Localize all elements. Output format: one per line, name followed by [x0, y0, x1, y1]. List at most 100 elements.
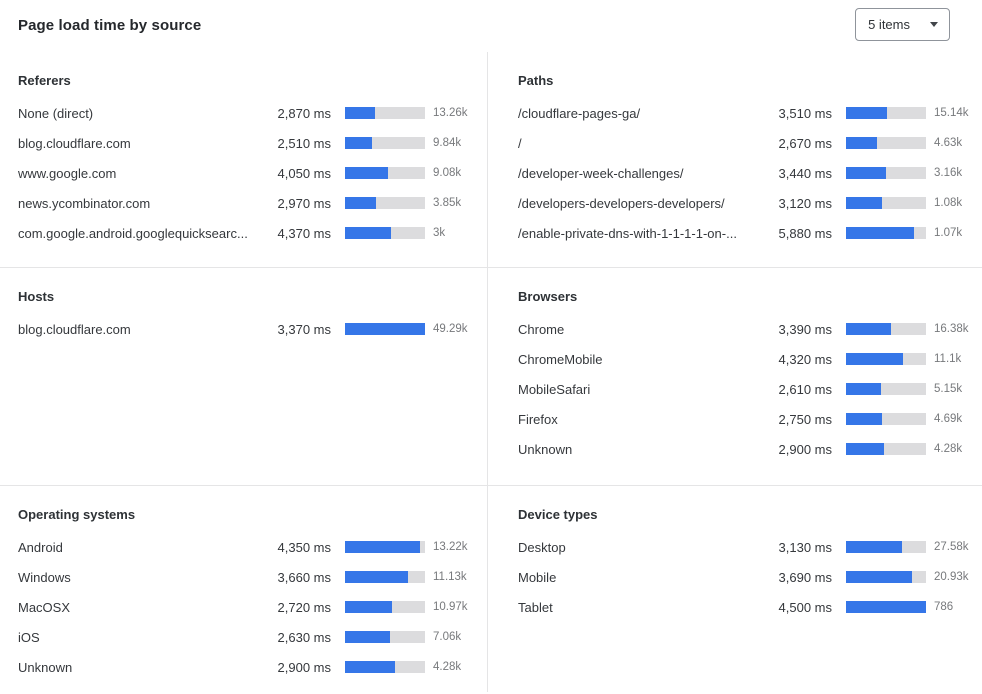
- row-label: Chrome: [518, 321, 565, 337]
- table-row[interactable]: news.ycombinator.com 2,970 ms 3.85k: [18, 188, 479, 218]
- row-ms-value: 3,120 ms: [778, 195, 832, 211]
- row-count: 3.85k: [433, 197, 462, 209]
- panel-referers: Referers None (direct) 2,870 ms 13.26k blog.…: [0, 52, 487, 267]
- bar-track: [345, 323, 425, 335]
- table-row[interactable]: Android 4,350 ms 13.22k: [18, 532, 479, 562]
- row-ms-value: 3,130 ms: [778, 539, 832, 555]
- bar-fill: [846, 227, 915, 239]
- table-row[interactable]: Mobile 3,690 ms 20.93k: [518, 562, 980, 592]
- row-ms-value: 2,900 ms: [778, 441, 832, 457]
- panel-hosts: Hosts blog.cloudflare.com 3,370 ms 49.29k: [0, 268, 487, 485]
- panel-band: Hosts blog.cloudflare.com 3,370 ms 49.29k Br…: [0, 267, 982, 485]
- row-label: www.google.com: [18, 165, 117, 181]
- row-label: news.ycombinator.com: [18, 195, 151, 211]
- bar-track: [345, 167, 425, 179]
- row-count: 4.28k: [934, 443, 963, 455]
- table-row[interactable]: ChromeMobile 4,320 ms 11.1k: [518, 344, 980, 374]
- table-row[interactable]: blog.cloudflare.com 2,510 ms 9.84k: [18, 128, 479, 158]
- table-row[interactable]: /cloudflare-pages-ga/3,510 ms 15.14k: [518, 98, 980, 128]
- row-label: Unknown: [18, 659, 73, 675]
- row-label: /cloudflare-pages-ga/: [518, 105, 641, 121]
- table-row[interactable]: Tablet 4,500 ms 786: [518, 592, 980, 622]
- widget-header: Page load time by source 5 items: [0, 0, 982, 52]
- table-row[interactable]: Desktop 3,130 ms 27.58k: [518, 532, 980, 562]
- row-count: 786: [934, 601, 954, 613]
- bar-fill: [345, 167, 388, 179]
- row-ms-value: 3,660 ms: [277, 569, 331, 585]
- bar-fill: [846, 137, 877, 149]
- table-row[interactable]: blog.cloudflare.com 3,370 ms 49.29k: [18, 314, 479, 344]
- row-ms-value: 3,440 ms: [778, 165, 832, 181]
- bar-track: [345, 601, 425, 613]
- table-row[interactable]: /developers-developers-developers/3,120 …: [518, 188, 980, 218]
- table-row[interactable]: Firefox 2,750 ms 4.69k: [518, 404, 980, 434]
- table-row[interactable]: www.google.com 4,050 ms 9.08k: [18, 158, 479, 188]
- bar-fill: [345, 227, 392, 239]
- bar-track: [846, 227, 926, 239]
- table-row[interactable]: Unknown 2,900 ms 4.28k: [518, 434, 980, 464]
- table-row[interactable]: None (direct) 2,870 ms 13.26k: [18, 98, 479, 128]
- row-count: 3.16k: [934, 167, 963, 179]
- page-title: Page load time by source: [18, 17, 202, 34]
- panel-title: Device types: [518, 507, 598, 522]
- row-count: 15.14k: [934, 107, 969, 119]
- row-ms-value: 4,050 ms: [277, 165, 331, 181]
- row-count: 3k: [433, 227, 446, 239]
- bar-track: [345, 227, 425, 239]
- table-row[interactable]: Windows 3,660 ms 11.13k: [18, 562, 479, 592]
- panel-operating-systems: Operating systems Android 4,350 ms 13.22k Wi…: [0, 486, 487, 692]
- row-ms-value: 4,350 ms: [277, 539, 331, 555]
- bar-fill: [345, 661, 395, 673]
- row-label: Android: [18, 539, 63, 555]
- bar-fill: [345, 197, 377, 209]
- table-row[interactable]: /enable-private-dns-with-1-1-1-1-on-... 5…: [518, 218, 980, 248]
- items-count-value: 5 items: [868, 17, 910, 32]
- row-count: 7.06k: [433, 631, 462, 643]
- bar-fill: [846, 107, 887, 119]
- bar-fill: [345, 571, 408, 583]
- row-ms-value: 3,390 ms: [778, 321, 832, 337]
- chevron-down-icon: [930, 22, 938, 27]
- table-row[interactable]: / 2,670 ms 4.63k: [518, 128, 980, 158]
- table-row[interactable]: Chrome 3,390 ms 16.38k: [518, 314, 980, 344]
- panel-title: Browsers: [518, 289, 578, 304]
- row-label: iOS: [18, 629, 40, 645]
- bar-fill: [846, 167, 886, 179]
- table-row[interactable]: MacOSX 2,720 ms 10.97k: [18, 592, 479, 622]
- table-row[interactable]: MobileSafari 2,610 ms 5.15k: [518, 374, 980, 404]
- bar-track: [345, 541, 425, 553]
- table-row[interactable]: Unknown 2,900 ms 4.28k: [18, 652, 479, 682]
- bar-fill: [345, 137, 372, 149]
- row-label: blog.cloudflare.com: [18, 135, 131, 151]
- bar-track: [345, 631, 425, 643]
- row-ms-value: 2,750 ms: [778, 411, 832, 427]
- items-count-dropdown[interactable]: 5 items: [855, 8, 950, 41]
- row-count: 16.38k: [934, 323, 969, 335]
- bar-track: [345, 571, 425, 583]
- bar-track: [846, 541, 926, 553]
- bar-fill: [846, 353, 904, 365]
- table-row[interactable]: com.google.android.googlequicksearc... 4,…: [18, 218, 479, 248]
- row-label: Unknown: [518, 441, 573, 457]
- bar-track: [345, 107, 425, 119]
- bar-fill: [345, 631, 391, 643]
- row-count: 4.69k: [934, 413, 963, 425]
- table-row[interactable]: iOS 2,630 ms 7.06k: [18, 622, 479, 652]
- row-label: /enable-private-dns-with-1-1-1-1-on-...: [518, 225, 737, 241]
- panels-grid: Referers None (direct) 2,870 ms 13.26k blog.…: [0, 52, 982, 692]
- row-label: /developer-week-challenges/: [518, 165, 684, 181]
- panel-title: Hosts: [18, 289, 55, 304]
- row-ms-value: 2,630 ms: [277, 629, 331, 645]
- row-label: com.google.android.googlequicksearc...: [18, 225, 248, 241]
- table-row[interactable]: /developer-week-challenges/3,440 ms 3.16k: [518, 158, 980, 188]
- panel-device-types: Device types Desktop 3,130 ms 27.58k Mobile 3…: [487, 486, 982, 692]
- row-label: Windows: [18, 569, 71, 585]
- row-ms-value: 4,500 ms: [778, 599, 832, 615]
- bar-fill: [345, 541, 420, 553]
- bar-track: [345, 661, 425, 673]
- row-ms-value: 4,320 ms: [778, 351, 832, 367]
- row-ms-value: 2,670 ms: [778, 135, 832, 151]
- bar-fill: [345, 107, 376, 119]
- row-count: 27.58k: [934, 541, 969, 553]
